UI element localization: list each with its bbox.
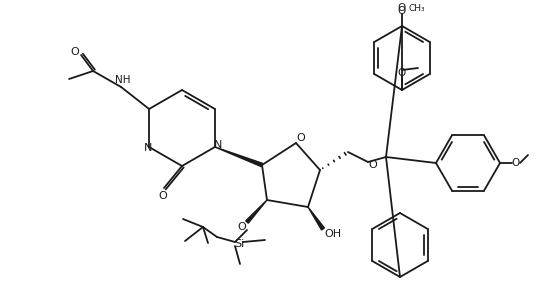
Text: Si: Si [234,239,244,249]
Polygon shape [246,200,267,223]
Text: O: O [296,133,305,143]
Text: O: O [71,47,80,57]
Text: N: N [213,140,222,150]
Text: OH: OH [324,229,342,239]
Text: O: O [398,68,406,78]
Text: O: O [512,158,520,168]
Polygon shape [215,147,263,167]
Text: NH: NH [115,75,131,85]
Text: O: O [238,222,246,232]
Text: O: O [398,3,406,13]
Text: N: N [144,143,152,153]
Text: O: O [159,191,168,201]
Text: O: O [398,6,406,16]
Text: CH₃: CH₃ [409,3,425,13]
Polygon shape [308,207,324,230]
Text: O: O [369,160,377,170]
